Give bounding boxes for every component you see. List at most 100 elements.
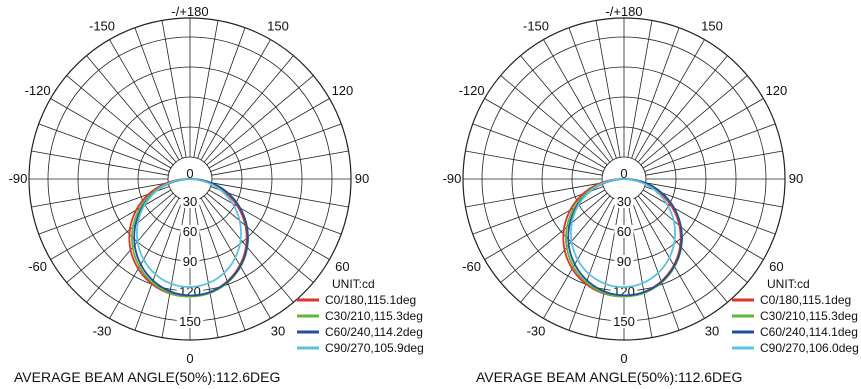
radial-tick-label: 150 — [179, 314, 201, 329]
grid-spoke — [484, 189, 606, 260]
grid-spoke — [86, 55, 177, 163]
grid-spoke — [627, 20, 653, 158]
radial-tick-bg — [614, 225, 634, 238]
grid-spoke — [134, 27, 183, 159]
legend-entry: C90/270,106.0deg — [760, 341, 859, 355]
legend-entry: C60/240,114.1deg — [760, 325, 858, 339]
angle-label: -90 — [9, 171, 28, 186]
radial-tick-label: 0 — [186, 166, 193, 181]
radial-tick-label: 150 — [613, 314, 635, 329]
grid-spoke — [66, 75, 174, 166]
radial-tick-bg — [176, 315, 204, 328]
grid-spoke — [210, 123, 342, 172]
radial-tick-label: 60 — [617, 224, 631, 239]
grid-spoke — [500, 75, 608, 166]
angle-label: -30 — [93, 323, 112, 338]
grid-spoke — [197, 27, 246, 159]
angle-label: 150 — [267, 19, 289, 34]
radial-tick-bg — [180, 225, 200, 238]
angle-label: 30 — [271, 323, 285, 338]
grid-spoke — [520, 55, 611, 163]
angle-label: 120 — [766, 83, 788, 98]
grid-spoke — [197, 199, 246, 331]
grid-spoke — [642, 98, 764, 169]
angle-label: 0 — [186, 351, 193, 366]
grid-spoke — [208, 98, 330, 169]
grid-spoke — [595, 20, 621, 158]
grid-spoke — [50, 98, 172, 169]
grid-spoke — [203, 195, 294, 303]
grid-spoke — [193, 200, 219, 338]
grid-spoke — [206, 75, 314, 166]
grid-spoke — [206, 192, 314, 283]
grid-spoke — [484, 98, 606, 169]
grid-spoke — [211, 150, 349, 176]
angle-label: -30 — [527, 323, 546, 338]
beam-angle-footer: AVERAGE BEAM ANGLE(50%):112.6DEG — [14, 369, 280, 385]
radial-tick-label: 0 — [620, 166, 627, 181]
legend-entry: C30/210,115.3deg — [325, 309, 423, 323]
grid-spoke — [38, 123, 170, 172]
grid-spoke — [134, 199, 183, 331]
unit-label: UNIT:cd — [767, 277, 810, 291]
legend-entry: C0/180,115.1deg — [325, 293, 416, 307]
radial-tick-label: 90 — [617, 254, 631, 269]
legend-entry: C30/210,115.3deg — [760, 309, 858, 323]
grid-spoke — [645, 150, 783, 176]
radial-tick-bg — [618, 167, 630, 180]
curve-c90 — [569, 178, 677, 289]
grid-spoke — [568, 199, 617, 331]
polar-chart-1: 0 30 60 90 120 150 -/+180 -150 -120 -90 -60 -30 0 30 6… — [9, 4, 424, 385]
grid-spoke — [644, 186, 776, 235]
angle-label: -120 — [25, 83, 51, 98]
beam-angle-footer: AVERAGE BEAM ANGLE(50%):112.6DEG — [476, 369, 742, 385]
grid-spoke — [644, 123, 776, 172]
angle-label: 90 — [789, 171, 803, 186]
grid-spoke — [631, 27, 680, 159]
grid-spoke — [595, 200, 621, 338]
angle-label: 120 — [332, 83, 354, 98]
polar-chart-2: 0 30 60 90 120 150 -/+180 -150 -120 -90 -60 -30 0 30 6… — [443, 4, 859, 385]
angle-label: -90 — [443, 171, 462, 186]
radial-tick-bg — [614, 255, 634, 268]
grid-spoke — [109, 197, 180, 319]
angle-label: -120 — [459, 83, 485, 98]
grid-spoke — [645, 182, 783, 208]
angle-label: 60 — [769, 259, 783, 274]
grid-spoke — [31, 182, 169, 208]
angle-label: 60 — [335, 259, 349, 274]
radial-tick-label: 60 — [183, 224, 197, 239]
grid-spoke — [637, 195, 728, 303]
radial-tick-label: 90 — [183, 254, 197, 269]
radial-tick-label: 30 — [183, 194, 197, 209]
grid-spoke — [161, 200, 187, 338]
grid-spoke — [465, 150, 603, 176]
radial-tick-bg — [184, 167, 196, 180]
angle-label: 150 — [701, 19, 723, 34]
grid-spoke — [634, 39, 705, 161]
radial-tick-bg — [180, 195, 200, 208]
grid-spoke — [200, 39, 271, 161]
angle-label: -150 — [89, 19, 115, 34]
radial-tick-bg — [180, 255, 200, 268]
angle-label: -/+180 — [171, 4, 208, 19]
grid-spoke — [465, 182, 603, 208]
grid-spoke — [50, 189, 172, 260]
grid-spoke — [543, 197, 614, 319]
grid-spoke — [500, 192, 608, 283]
grid-spoke — [66, 192, 174, 283]
grid-spoke — [31, 150, 169, 176]
grid-spoke — [640, 75, 748, 166]
angle-label: -/+180 — [605, 4, 642, 19]
grid-spoke — [210, 186, 342, 235]
grid-spoke — [543, 39, 614, 161]
grid-spoke — [637, 55, 728, 163]
grid-spoke — [109, 39, 180, 161]
curve-c90 — [136, 178, 242, 288]
grid-spoke — [568, 27, 617, 159]
grid-spoke — [193, 20, 219, 158]
grid-spoke — [211, 182, 349, 208]
grid-spoke — [627, 200, 653, 338]
grid-spoke — [642, 189, 764, 260]
